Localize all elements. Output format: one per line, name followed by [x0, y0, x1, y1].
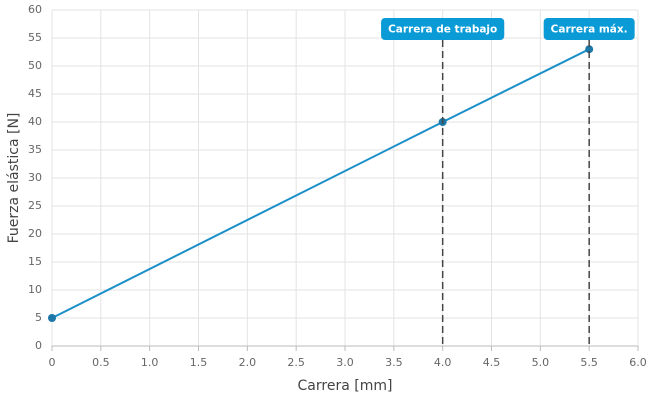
x-tick-label: 5.5 [580, 356, 598, 369]
x-tick-label: 0 [49, 356, 56, 369]
y-tick-label: 50 [28, 59, 42, 72]
y-tick-label: 45 [28, 87, 42, 100]
x-axis-title: Carrera [mm] [298, 378, 393, 394]
y-tick-label: 10 [28, 283, 42, 296]
y-tick-label: 20 [28, 227, 42, 240]
y-tick-label: 15 [28, 255, 42, 268]
x-tick-label: 5.0 [532, 356, 550, 369]
x-tick-label: 3.5 [385, 356, 403, 369]
y-tick-label: 40 [28, 115, 42, 128]
y-tick-label: 35 [28, 143, 42, 156]
x-tick-label: 6.0 [629, 356, 647, 369]
y-axis-title: Fuerza elástica [N] [6, 113, 22, 244]
point [585, 45, 594, 54]
x-tick-label: 0.5 [92, 356, 110, 369]
point [48, 314, 56, 322]
annotation-box [381, 18, 505, 40]
x-tick-label: 2.0 [239, 356, 257, 369]
line [51, 48, 590, 319]
annotation-label: Carrera máx. [551, 24, 628, 36]
x-tick-label: 2.5 [287, 356, 305, 369]
y-tick-label: 0 [35, 339, 42, 352]
x-tick-label: 1.5 [190, 356, 208, 369]
y-tick-label: 60 [28, 3, 42, 16]
y-tick-label: 25 [28, 199, 42, 212]
y-tick-label: 5 [35, 311, 42, 324]
x-tick-label: 4.5 [483, 356, 501, 369]
x-tick-label: 3.0 [336, 356, 354, 369]
annotation-label: Carrera de trabajo [388, 24, 497, 36]
x-tick-label: 4.0 [434, 356, 452, 369]
annotation-box [543, 18, 635, 40]
y-tick-label: 55 [28, 31, 42, 44]
y-tick-label: 30 [28, 171, 42, 184]
x-tick-label: 1.0 [141, 356, 159, 369]
